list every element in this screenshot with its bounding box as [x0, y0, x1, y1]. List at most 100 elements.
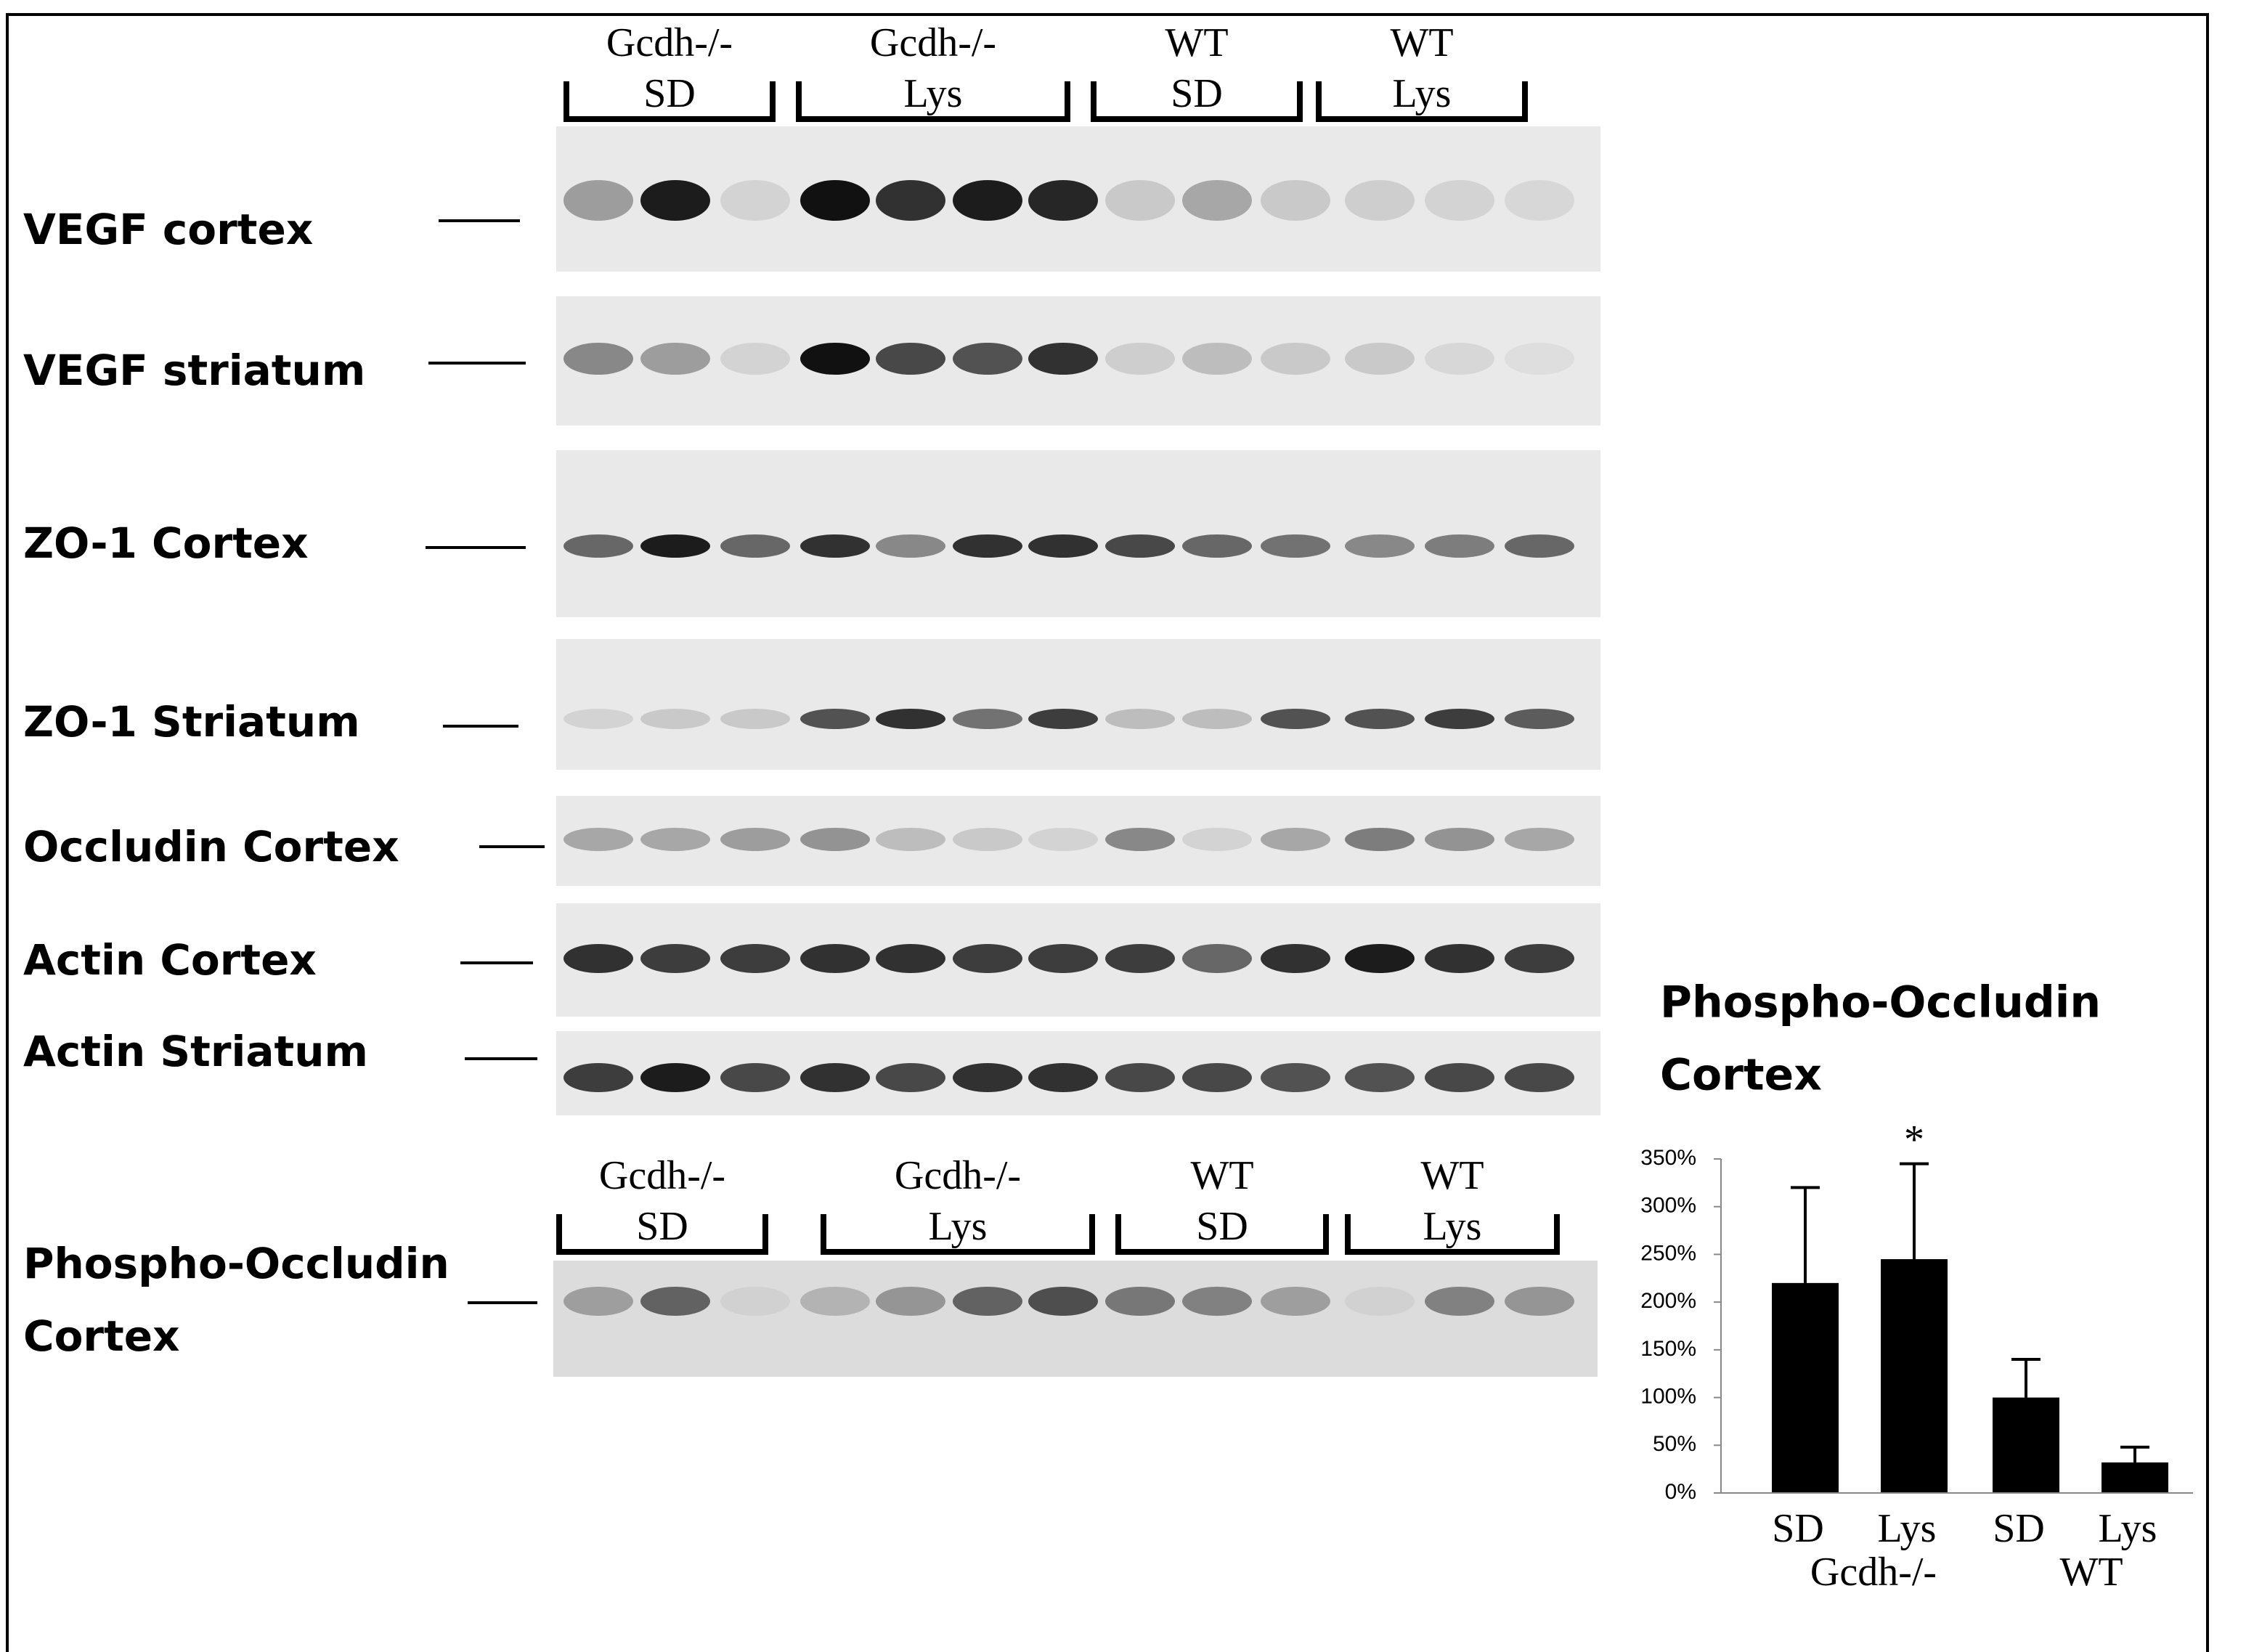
blot-band: [800, 828, 870, 851]
blot-band: [640, 180, 710, 221]
group-sublabel: SD: [1196, 1204, 1248, 1249]
blot-band: [720, 944, 790, 973]
blot-band: [564, 534, 633, 558]
blot-band: [876, 180, 945, 221]
group-label: WT: [1190, 1153, 1253, 1198]
group-label: Gcdh-/-: [606, 20, 733, 65]
blot-band: [876, 343, 945, 375]
blot-band: [564, 709, 633, 729]
blot-band: [1105, 944, 1175, 973]
group-sublabel: SD: [636, 1204, 688, 1249]
blot-band: [1261, 709, 1330, 729]
blot-panel: [553, 1261, 1598, 1377]
error-bar: [2120, 1445, 2149, 1462]
blot-band: [1425, 343, 1494, 375]
blot-band: [564, 944, 633, 973]
group-label: WT: [1390, 20, 1453, 65]
chart-title: Cortex: [1660, 1050, 1822, 1101]
y-tick-label: 200%: [1640, 1289, 1696, 1313]
blot-row-label: Occludin Cortex: [23, 822, 399, 871]
bar: [2102, 1462, 2168, 1493]
blot-band: [1345, 180, 1415, 221]
blot-band: [953, 709, 1022, 729]
bracket: [821, 1214, 1095, 1255]
significance: *: [1904, 1117, 1924, 1162]
blot-row-label: Actin Striatum: [23, 1027, 368, 1076]
y-tick-label: 300%: [1640, 1194, 1696, 1218]
blot-band: [1028, 709, 1098, 729]
x-tick-label: SD: [1772, 1506, 1824, 1551]
y-tick-label: 50%: [1653, 1432, 1696, 1456]
x-tick-label: Lys: [2099, 1506, 2157, 1551]
blot-band: [1105, 828, 1175, 851]
blot-band: [1505, 343, 1574, 375]
blot-panel: [556, 796, 1600, 886]
blot-band: [720, 1287, 790, 1316]
blot-band: [1345, 343, 1415, 375]
blot-band: [1105, 1287, 1175, 1316]
blot-band: [1345, 828, 1415, 851]
blot-band: [876, 1287, 945, 1316]
blot-band: [953, 180, 1022, 221]
blot-band: [1425, 828, 1494, 851]
blot-band: [720, 828, 790, 851]
blot-band: [800, 944, 870, 973]
blot-row-label: Cortex: [23, 1311, 180, 1361]
y-tick-label: 350%: [1640, 1146, 1696, 1170]
bar: [1772, 1282, 1839, 1493]
group-sublabel: SD: [643, 71, 696, 116]
blot-band: [640, 828, 710, 851]
blot-band: [564, 1063, 633, 1092]
blot-band: [1105, 180, 1175, 221]
error-bar: [2011, 1358, 2041, 1398]
blot-band: [1425, 1287, 1494, 1316]
group-sublabel: Lys: [1393, 71, 1452, 116]
blot-band: [876, 709, 945, 729]
group-label: WT: [2059, 1550, 2123, 1595]
bracket: [796, 81, 1070, 122]
blot-band: [953, 944, 1022, 973]
blot-band: [640, 1063, 710, 1092]
blot-band: [1505, 709, 1574, 729]
blot-band: [1105, 343, 1175, 375]
blot-band: [1505, 1287, 1574, 1316]
blot-band: [1261, 828, 1330, 851]
group-label: Gcdh-/-: [895, 1153, 1021, 1198]
blot-band: [564, 1287, 633, 1316]
blot-band: [1261, 534, 1330, 558]
blot-band: [1345, 1287, 1415, 1316]
blot-band: [1345, 1063, 1415, 1092]
blot-band: [1505, 180, 1574, 221]
blot-band: [1261, 1063, 1330, 1092]
bracket: [564, 81, 776, 122]
group-label: WT: [1420, 1153, 1484, 1198]
bar: [1881, 1259, 1948, 1493]
blot-band: [720, 534, 790, 558]
group-sublabel: Lys: [1423, 1204, 1482, 1249]
y-tick-label: 250%: [1640, 1241, 1696, 1265]
group-sublabel: SD: [1171, 71, 1223, 116]
blot-band: [1182, 1063, 1252, 1092]
blot-band: [1028, 1063, 1098, 1092]
blot-band: [876, 828, 945, 851]
blot-band: [1425, 709, 1494, 729]
blot-band: [1425, 944, 1494, 973]
blot-band: [1182, 709, 1252, 729]
blot-band: [876, 1063, 945, 1092]
blot-band: [1345, 534, 1415, 558]
blot-band: [1425, 1063, 1494, 1092]
blot-band: [1182, 180, 1252, 221]
blot-band: [640, 709, 710, 729]
blot-band: [1505, 1063, 1574, 1092]
bracket: [1115, 1214, 1329, 1255]
x-tick-label: Lys: [1878, 1506, 1937, 1551]
blot-band: [1028, 343, 1098, 375]
group-label: Gcdh-/-: [1810, 1550, 1937, 1595]
blot-band: [564, 180, 633, 221]
blot-band: [1345, 709, 1415, 729]
blot-band: [640, 343, 710, 375]
blot-band: [1505, 944, 1574, 973]
blot-band: [876, 944, 945, 973]
